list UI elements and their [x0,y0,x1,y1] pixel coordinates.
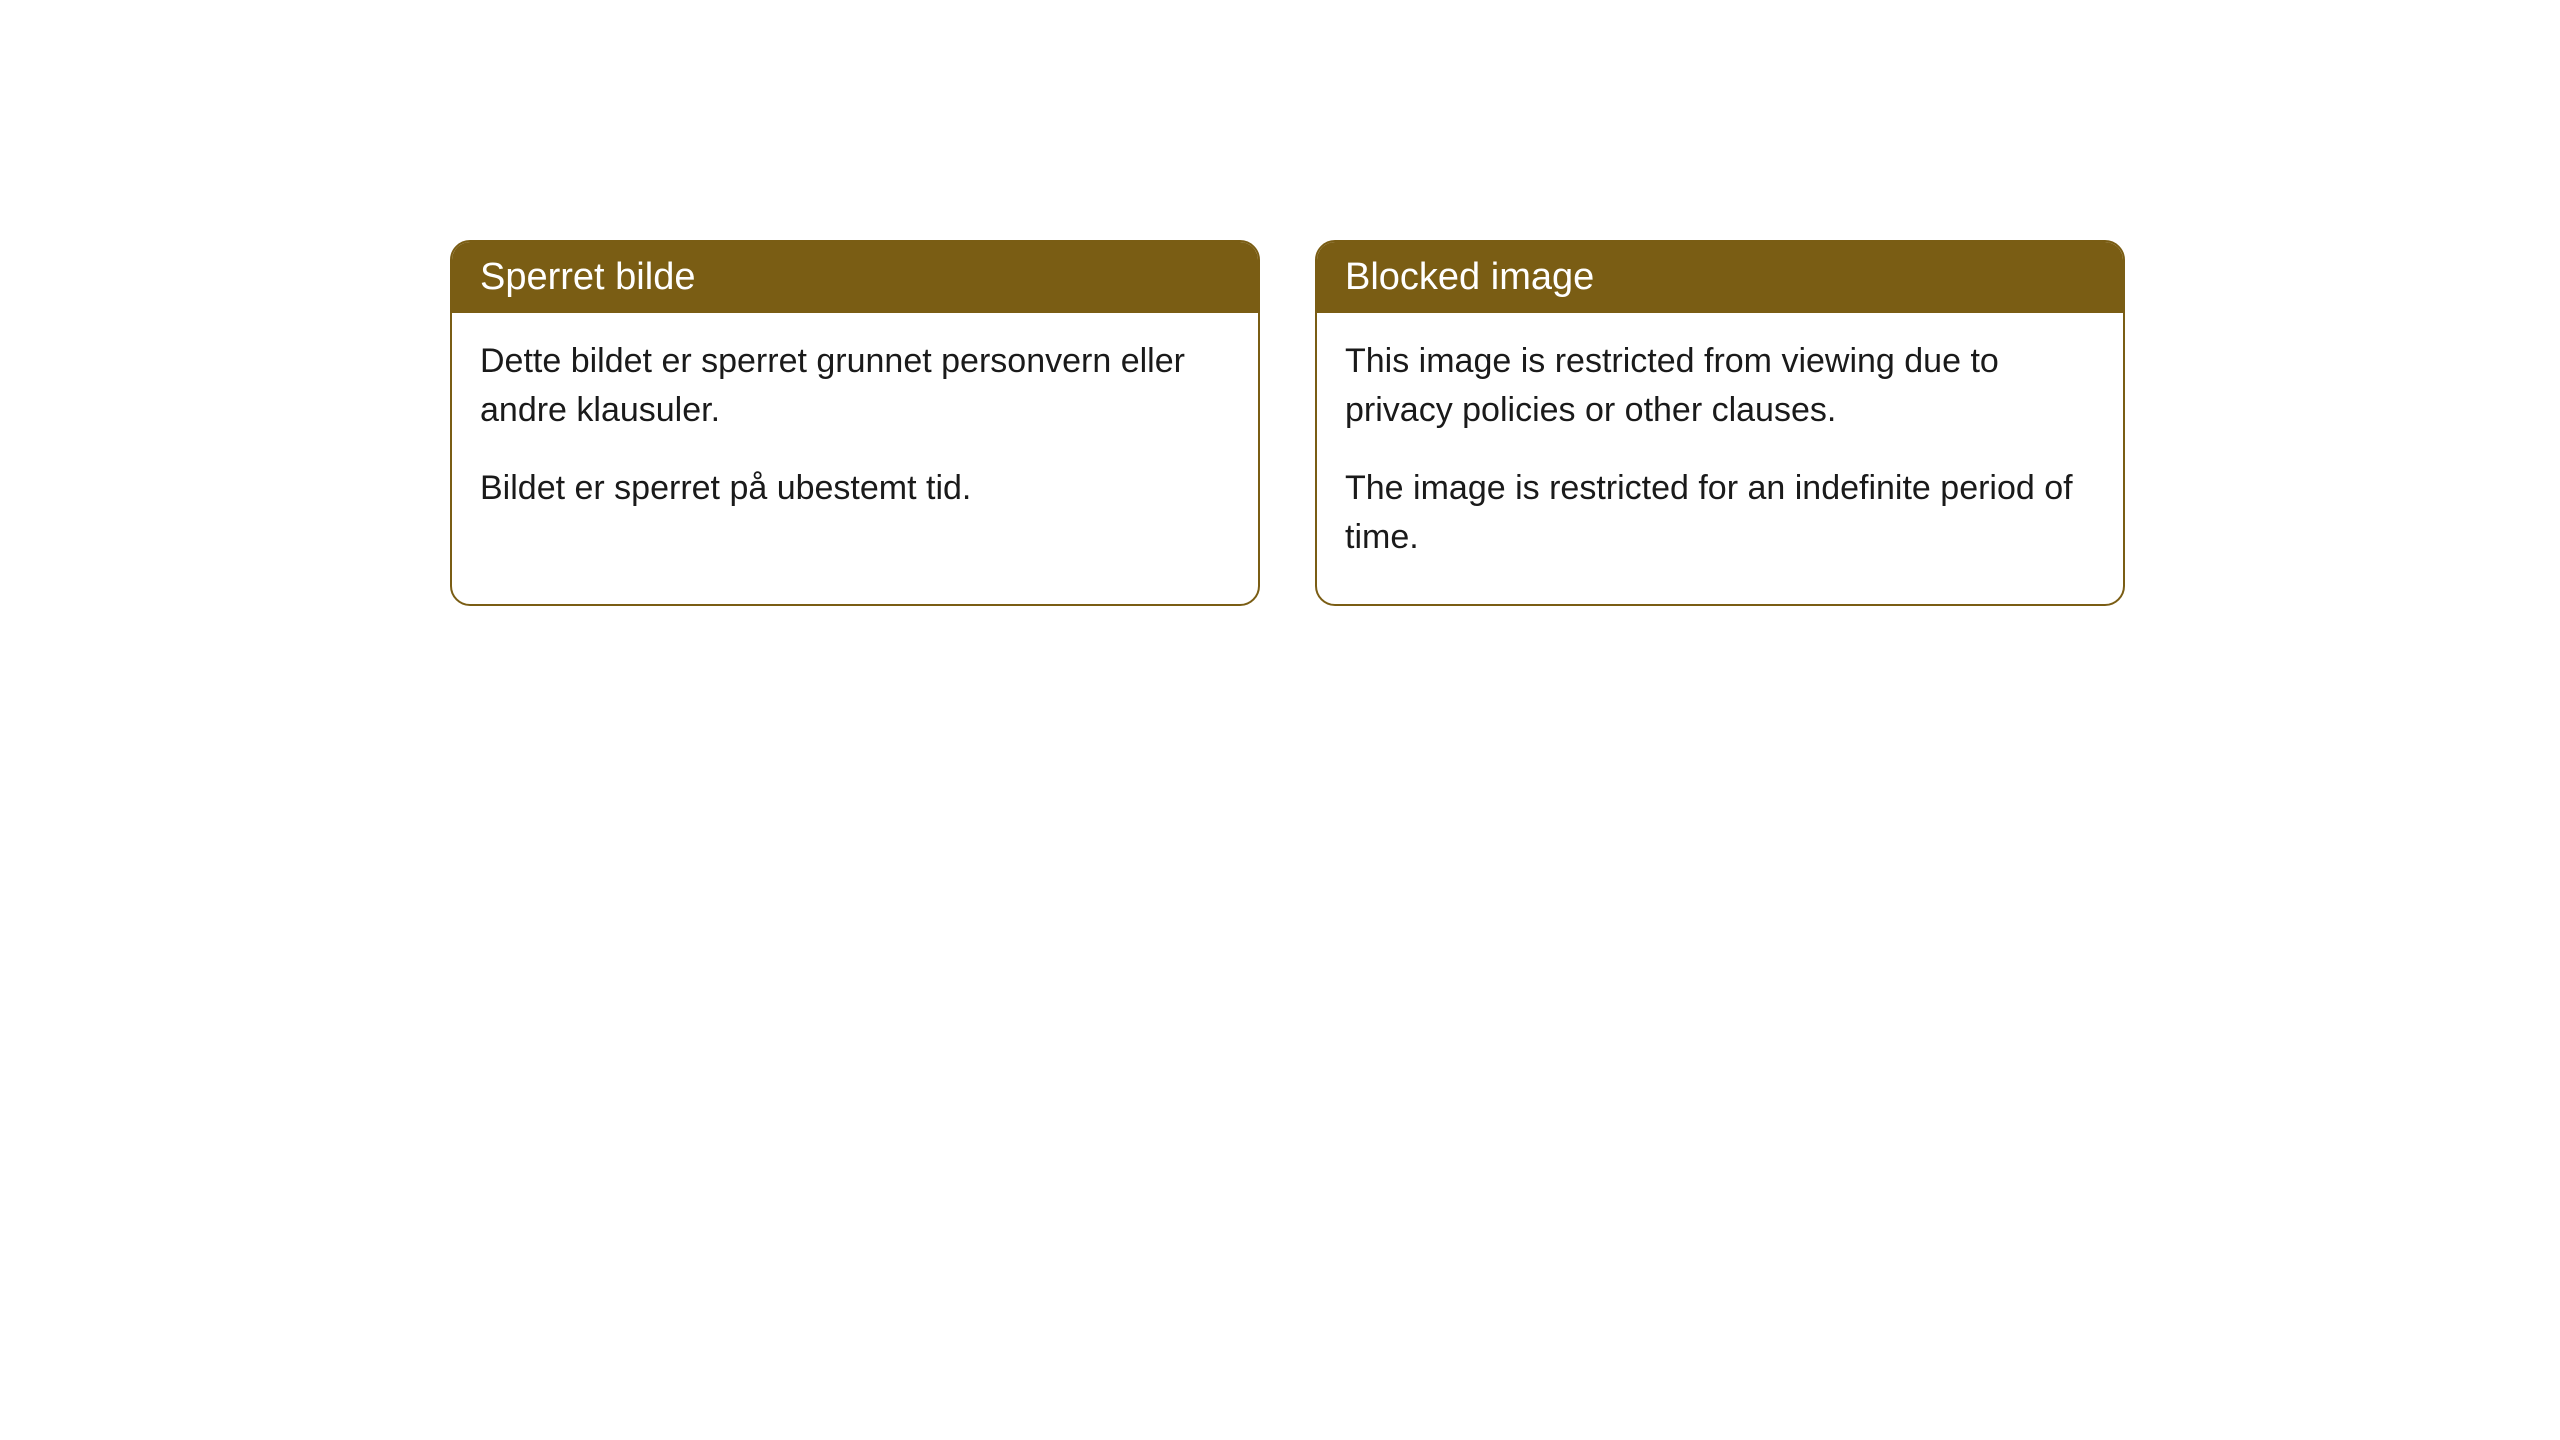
card-paragraph: Dette bildet er sperret grunnet personve… [480,337,1230,436]
notice-cards-container: Sperret bilde Dette bildet er sperret gr… [450,240,2560,606]
card-paragraph: This image is restricted from viewing du… [1345,337,2095,436]
notice-card-english: Blocked image This image is restricted f… [1315,240,2125,606]
card-header: Blocked image [1317,242,2123,313]
card-body: This image is restricted from viewing du… [1317,313,2123,604]
card-title: Sperret bilde [480,256,695,298]
notice-card-norwegian: Sperret bilde Dette bildet er sperret gr… [450,240,1260,606]
card-header: Sperret bilde [452,242,1258,313]
card-title: Blocked image [1345,256,1594,298]
card-body: Dette bildet er sperret grunnet personve… [452,313,1258,555]
card-paragraph: Bildet er sperret på ubestemt tid. [480,464,1230,513]
card-paragraph: The image is restricted for an indefinit… [1345,464,2095,563]
